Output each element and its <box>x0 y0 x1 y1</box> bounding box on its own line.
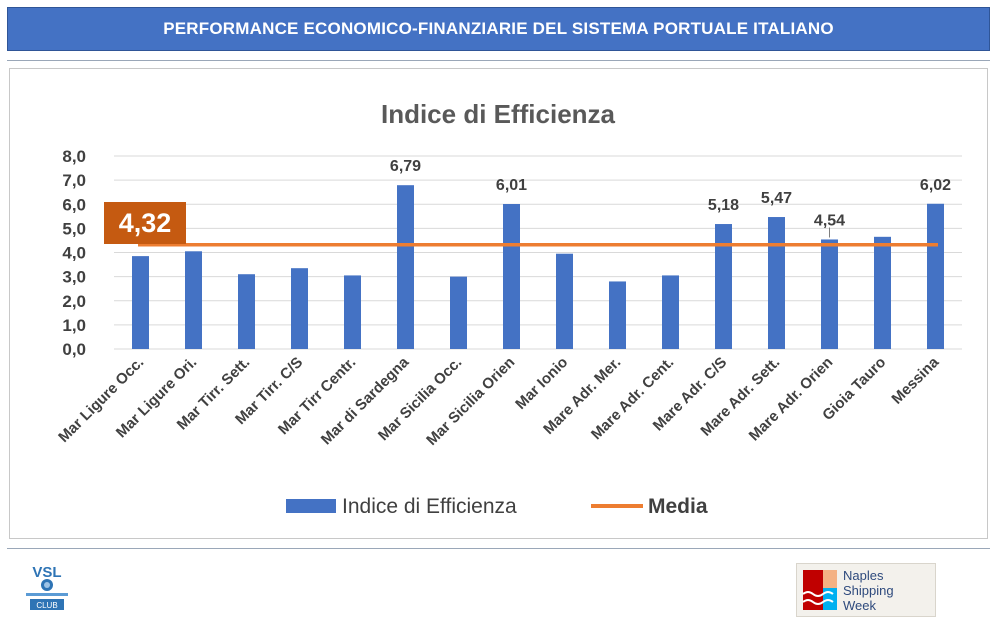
y-tick-label: 7,0 <box>62 171 86 190</box>
data-label: 6,01 <box>496 177 527 194</box>
y-tick-label: 2,0 <box>62 292 86 311</box>
mean-badge <box>104 202 186 244</box>
naples-shipping-week-logo: Naples Shipping Week <box>796 563 936 617</box>
bar <box>132 256 149 349</box>
bar <box>556 253 573 349</box>
data-label: 6,02 <box>920 177 951 194</box>
bar <box>291 268 308 349</box>
x-tick-label: Mar Sicilia Orien <box>423 354 518 449</box>
x-tick-label: Messina <box>888 353 942 407</box>
bar <box>450 276 467 349</box>
chart-title: Indice di Efficienza <box>381 99 616 129</box>
y-tick-label: 6,0 <box>62 195 86 214</box>
nsw-line-3: Week <box>843 598 876 613</box>
legend-label-line: Media <box>648 495 708 518</box>
bar <box>874 236 891 349</box>
nsw-line-1: Naples <box>843 568 884 583</box>
bar <box>397 185 414 349</box>
bar <box>715 224 732 349</box>
mean-badge-label: 4,32 <box>119 208 172 238</box>
data-label: 4,54 <box>814 212 845 229</box>
legend-swatch-bar <box>286 499 336 513</box>
y-tick-label: 5,0 <box>62 219 86 238</box>
x-tick-label: Mar di Sardegna <box>318 353 413 448</box>
data-label: 5,18 <box>708 197 739 214</box>
y-tick-label: 4,0 <box>62 244 86 263</box>
vsl-logo-text: VSL <box>32 564 61 581</box>
page-title: PERFORMANCE ECONOMICO-FINANZIARIE DEL SI… <box>163 19 834 38</box>
chart-frame: Indice di Efficienza 0,0 1,0 2,0 3,0 4,0 5,0 6… <box>9 68 988 539</box>
bar-chart: Indice di Efficienza 0,0 1,0 2,0 3,0 4,0 5,0 6… <box>55 99 962 518</box>
y-tick-label: 3,0 <box>62 268 86 287</box>
vsl-club-logo: VSL CLUB <box>26 564 68 610</box>
data-label: 5,47 <box>761 190 792 207</box>
vsl-logo-subtext: CLUB <box>36 601 57 610</box>
bar <box>821 239 838 349</box>
bar <box>927 203 944 349</box>
bar <box>238 274 255 349</box>
bar <box>344 275 361 349</box>
bar <box>609 281 626 349</box>
y-tick-label: 8,0 <box>62 147 86 166</box>
y-tick-label: 0,0 <box>62 340 86 359</box>
bar <box>662 275 679 349</box>
bar <box>185 251 202 349</box>
bottom-divider <box>7 548 990 549</box>
y-tick-label: 1,0 <box>62 316 86 335</box>
bar <box>503 204 520 349</box>
data-label: 6,79 <box>390 158 421 175</box>
page-header: PERFORMANCE ECONOMICO-FINANZIARIE DEL SI… <box>7 7 990 51</box>
legend-label-bar: Indice di Efficienza <box>342 495 517 518</box>
top-divider <box>7 60 990 61</box>
nsw-line-2: Shipping <box>843 583 894 598</box>
bar <box>768 217 785 349</box>
